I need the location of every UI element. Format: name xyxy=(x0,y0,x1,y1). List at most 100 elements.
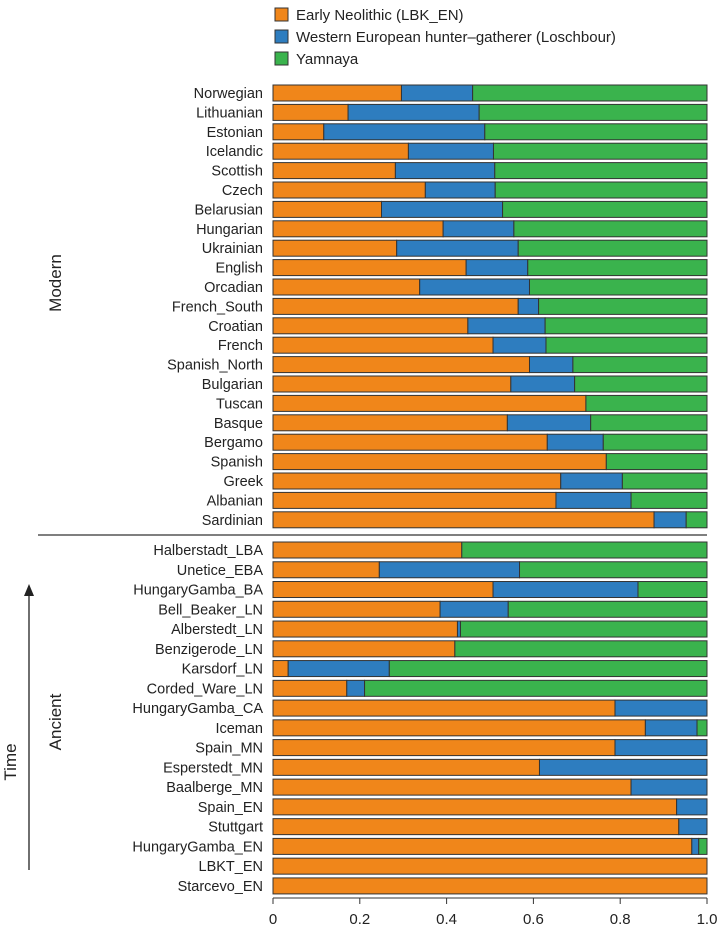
category-label: Tuscan xyxy=(216,396,263,412)
category-label: Scottish xyxy=(211,164,263,180)
bar-segment xyxy=(517,297,540,315)
category-label: Karsdorf_LN xyxy=(182,662,263,678)
x-tick-label: 0.4 xyxy=(436,911,457,928)
bar-segment xyxy=(272,220,444,238)
category-label: Bulgarian xyxy=(202,377,263,393)
bar-segment xyxy=(630,491,708,509)
bar-segment xyxy=(519,561,708,579)
category-label: Lithuanian xyxy=(196,105,263,121)
bar-segment xyxy=(574,375,708,393)
time-label: Time xyxy=(1,743,20,780)
bar-segment xyxy=(394,162,496,180)
category-label: Estonian xyxy=(207,125,263,141)
bar-segment xyxy=(272,84,402,102)
category-label: Alberstedt_LN xyxy=(171,622,263,638)
bar-segment xyxy=(272,541,463,559)
category-label: Unetice_EBA xyxy=(177,563,264,579)
group-label-ancient: Ancient xyxy=(46,693,65,750)
bar-segment xyxy=(510,375,576,393)
category-label: Spanish_North xyxy=(167,358,263,374)
bar-segment xyxy=(272,758,540,776)
bar-segment xyxy=(572,356,708,374)
bar-segment xyxy=(272,239,398,257)
category-label: Spain_EN xyxy=(198,800,263,816)
bar-segment xyxy=(272,818,680,836)
bar-segment xyxy=(461,541,708,559)
bar-segment xyxy=(272,699,616,717)
bar-segment xyxy=(538,297,708,315)
category-label: Corded_Ware_LN xyxy=(147,681,263,697)
bar-segment xyxy=(272,259,467,277)
bar-segment xyxy=(538,758,708,776)
bar-segment xyxy=(698,837,708,855)
category-label: Norwegian xyxy=(194,86,263,102)
bar-segment xyxy=(696,719,708,737)
category-label: Croatian xyxy=(208,319,263,335)
category-label: Hungarian xyxy=(196,222,263,238)
legend-label: Yamnaya xyxy=(296,51,359,68)
bar-segment xyxy=(454,640,708,658)
legend-label: Early Neolithic (LBK_EN) xyxy=(296,7,464,24)
bar-segment xyxy=(272,719,646,737)
bar-segment xyxy=(614,699,708,717)
bar-segment xyxy=(546,433,604,451)
bar-segment xyxy=(637,581,708,599)
bar-segment xyxy=(272,103,349,121)
category-label: Benzigerode_LN xyxy=(155,642,263,658)
bar-segment xyxy=(478,103,708,121)
category-label: Baalberge_MN xyxy=(166,780,263,796)
bar-segment xyxy=(513,220,708,238)
bar-segment xyxy=(691,837,700,855)
bar-segment xyxy=(439,600,509,618)
x-tick-label: 0 xyxy=(269,911,277,928)
bar-segment xyxy=(506,414,592,432)
bar-segment xyxy=(653,511,687,529)
bar-segment xyxy=(502,200,708,218)
legend-label: Western European hunter–gatherer (Loschb… xyxy=(296,29,616,46)
category-label: Sardinian xyxy=(202,513,263,529)
bar-segment xyxy=(555,491,632,509)
bar-segment xyxy=(560,472,623,490)
bar-segment xyxy=(272,600,441,618)
bar-segment xyxy=(396,239,519,257)
bar-segment xyxy=(388,660,708,678)
bar-segment xyxy=(424,181,496,199)
bar-segment xyxy=(272,798,678,816)
bar-segment xyxy=(272,877,708,895)
bar-segment xyxy=(272,162,396,180)
bar-segment xyxy=(272,640,456,658)
x-tick-label: 1.0 xyxy=(697,911,718,928)
bar-segment xyxy=(678,818,708,836)
category-label: Starcevo_EN xyxy=(178,879,263,895)
category-label: Bergamo xyxy=(204,435,263,451)
bar-segment xyxy=(614,739,708,757)
bar-segment xyxy=(605,453,708,471)
category-label: LBKT_EN xyxy=(199,859,263,875)
group-label-modern: Modern xyxy=(46,254,65,312)
category-label: Halberstadt_LBA xyxy=(153,543,263,559)
bar-segment xyxy=(494,162,708,180)
bar-segment xyxy=(378,561,521,579)
bar-segment xyxy=(590,414,708,432)
category-label: Czech xyxy=(222,183,263,199)
bar-segment xyxy=(272,297,519,315)
x-tick-label: 0.6 xyxy=(523,911,544,928)
bar-segment xyxy=(364,679,708,697)
bar-segment xyxy=(272,837,693,855)
category-label: HungaryGamba_CA xyxy=(132,701,263,717)
bar-segment xyxy=(272,317,469,335)
bar-segment xyxy=(419,278,530,296)
bar-segment xyxy=(585,394,708,412)
bar-segment xyxy=(528,278,708,296)
bar-segment xyxy=(272,679,348,697)
bar-segment xyxy=(347,103,480,121)
bar-segment xyxy=(272,857,708,875)
bar-segment xyxy=(492,581,639,599)
bar-segment xyxy=(272,453,607,471)
bar-segment xyxy=(685,511,708,529)
category-label: Basque xyxy=(214,416,263,432)
bar-segment xyxy=(442,220,515,238)
bar-segment xyxy=(484,123,708,141)
category-label: Ukrainian xyxy=(202,241,263,257)
bar-segment xyxy=(272,739,616,757)
